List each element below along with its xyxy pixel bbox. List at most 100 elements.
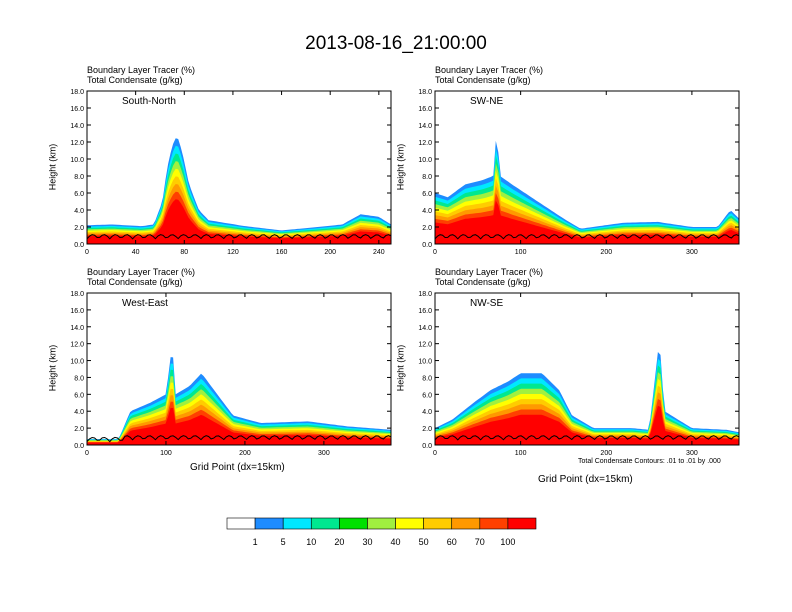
panel-4-title-1: Boundary Layer Tracer (%) <box>435 267 544 277</box>
x-tick-label: 300 <box>686 249 698 256</box>
colorbar-label: 20 <box>334 537 344 547</box>
colorbar-label: 1 <box>253 537 258 547</box>
y-tick-label: 0.0 <box>74 443 84 450</box>
panel-1-fill <box>86 138 392 244</box>
x-axis-label-right: Grid Point (dx=15km) <box>538 474 633 485</box>
panel-3-title-2: Total Condensate (g/kg) <box>87 277 183 287</box>
y-tick-label: 6.0 <box>422 392 432 399</box>
y-tick-label: 0.0 <box>422 443 432 450</box>
y-tick-label: 12.0 <box>70 140 84 147</box>
terrain-line <box>86 234 392 240</box>
colorbar-swatch <box>339 517 368 530</box>
y-tick-label: 14.0 <box>418 325 432 332</box>
x-tick-label: 80 <box>180 249 188 256</box>
chart-main-title: 2013-08-16_21:00:00 <box>305 33 487 54</box>
tracer-band-9 <box>435 405 739 445</box>
colorbar-label: 70 <box>475 537 485 547</box>
x-tick-label: 100 <box>160 450 172 457</box>
plot-frame <box>434 292 740 446</box>
y-tick-label: 10.0 <box>418 157 432 164</box>
panel-2-plot: 0.0 2.0 4.0 6.0 8.0 10.0 12.0 14.0 16.0 18.0 0 100 2… <box>418 89 740 256</box>
terrain-line <box>434 234 740 240</box>
plot-frame <box>86 90 392 245</box>
panel-4-name: NW-SE <box>470 298 504 309</box>
colorbar-swatch <box>451 517 481 530</box>
panel-2-title-1: Boundary Layer Tracer (%) <box>435 65 544 75</box>
x-tick-label: 240 <box>373 249 385 256</box>
colorbar-swatch <box>310 517 340 530</box>
colorbar-label: 10 <box>306 537 316 547</box>
colorbar-swatch <box>479 517 509 530</box>
y-tick-label: 2.0 <box>422 426 432 433</box>
x-tick-label: 100 <box>515 450 527 457</box>
y-tick-label: 4.0 <box>422 409 432 416</box>
y-tick-label: 18.0 <box>418 89 432 96</box>
y-tick-label: 0.0 <box>74 242 84 249</box>
colorbar-swatch <box>423 517 453 530</box>
x-tick-label: 300 <box>686 450 698 457</box>
y-tick-label: 2.0 <box>74 225 84 232</box>
panel-4-plot: 0.0 2.0 4.0 6.0 8.0 10.0 12.0 14.0 16.0 18.0 0 100 2… <box>418 291 740 457</box>
y-tick-label: 4.0 <box>74 409 84 416</box>
x-tick-label: 120 <box>227 249 239 256</box>
panel-1-name: South-North <box>122 96 176 107</box>
panel-2-fill <box>434 140 740 244</box>
y-tick-label: 6.0 <box>422 191 432 198</box>
y-tick-label: 6.0 <box>74 191 84 198</box>
contour-note: Total Condensate Contours: .01 to .01 by… <box>578 458 721 465</box>
colorbar-label: 50 <box>419 537 429 547</box>
x-tick-label: 200 <box>600 450 612 457</box>
x-tick-label: 300 <box>318 450 330 457</box>
y-tick-label: 16.0 <box>418 106 432 113</box>
panel-4-title-2: Total Condensate (g/kg) <box>435 277 531 287</box>
y-tick-label: 12.0 <box>418 140 432 147</box>
y-tick-label: 10.0 <box>418 359 432 366</box>
tracer-band-9 <box>435 200 739 244</box>
tracer-band-9 <box>87 199 391 244</box>
panel-2-title-2: Total Condensate (g/kg) <box>435 75 531 85</box>
colorbar-label: 100 <box>500 537 515 547</box>
plot-frame <box>434 90 740 245</box>
x-tick-label: 200 <box>600 249 612 256</box>
y-tick-label: 2.0 <box>74 426 84 433</box>
y-tick-label: 14.0 <box>70 123 84 130</box>
panel-1-plot: 0.0 2.0 4.0 6.0 8.0 10.0 12.0 14.0 16.0 18.0 0 40 80… <box>70 89 392 256</box>
x-tick-label: 160 <box>276 249 288 256</box>
y-tick-label: 12.0 <box>70 342 84 349</box>
panel-3-fill <box>86 357 392 445</box>
x-tick-label: 0 <box>85 450 89 457</box>
colorbar-swatch <box>226 517 256 530</box>
y-tick-label: 10.0 <box>70 157 84 164</box>
panel-1-y-label: Height (km) <box>47 143 58 190</box>
colorbar-swatch <box>367 517 396 530</box>
panel-2-name: SW-NE <box>470 96 504 107</box>
x-tick-label: 0 <box>85 249 89 256</box>
colorbar: 1 5 10 20 30 40 50 60 70 100 <box>226 517 537 547</box>
panel-3-y-label: Height (km) <box>47 344 58 392</box>
panel-1-title-2: Total Condensate (g/kg) <box>87 75 183 85</box>
y-tick-label: 16.0 <box>70 106 84 113</box>
x-axis-label-left: Grid Point (dx=15km) <box>190 462 285 473</box>
colorbar-swatch <box>254 517 284 530</box>
colorbar-swatch <box>507 517 537 530</box>
y-tick-label: 8.0 <box>74 375 84 382</box>
panel-3-plot: 0.0 2.0 4.0 6.0 8.0 10.0 12.0 14.0 16.0 18.0 0 100 2… <box>70 291 392 457</box>
y-tick-label: 4.0 <box>422 208 432 215</box>
colorbar-swatch <box>282 517 312 530</box>
y-tick-label: 0.0 <box>422 242 432 249</box>
y-tick-label: 8.0 <box>74 174 84 181</box>
y-tick-label: 8.0 <box>422 375 432 382</box>
panel-3-name: West-East <box>122 298 168 309</box>
colorbar-label: 5 <box>281 537 286 547</box>
y-tick-label: 18.0 <box>70 291 84 298</box>
y-tick-label: 6.0 <box>74 392 84 399</box>
y-tick-label: 18.0 <box>418 291 432 298</box>
terrain-line <box>434 435 740 441</box>
y-tick-label: 8.0 <box>422 174 432 181</box>
terrain-line <box>86 435 392 443</box>
x-tick-label: 40 <box>132 249 140 256</box>
colorbar-label: 40 <box>391 537 401 547</box>
tracer-band-9 <box>87 407 391 445</box>
panel-4-y-label: Height (km) <box>395 344 406 392</box>
x-tick-label: 200 <box>324 249 336 256</box>
